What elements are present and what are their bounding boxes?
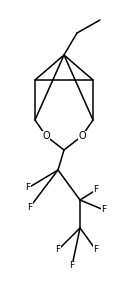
Text: F: F (93, 246, 99, 255)
Text: F: F (27, 202, 33, 212)
Text: F: F (101, 205, 107, 214)
Text: O: O (42, 131, 50, 141)
Text: F: F (25, 183, 31, 193)
Text: F: F (69, 261, 75, 270)
Text: F: F (93, 185, 99, 195)
Text: O: O (78, 131, 86, 141)
Text: F: F (55, 246, 61, 255)
